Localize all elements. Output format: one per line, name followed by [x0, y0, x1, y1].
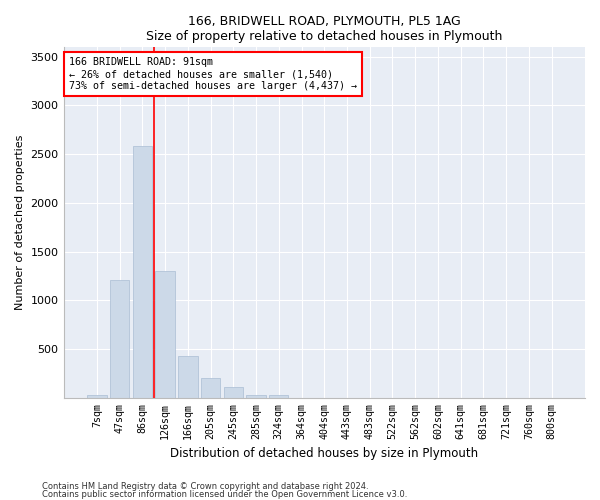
Text: 166 BRIDWELL ROAD: 91sqm
← 26% of detached houses are smaller (1,540)
73% of sem: 166 BRIDWELL ROAD: 91sqm ← 26% of detach… — [69, 58, 357, 90]
Text: Contains HM Land Registry data © Crown copyright and database right 2024.: Contains HM Land Registry data © Crown c… — [42, 482, 368, 491]
X-axis label: Distribution of detached houses by size in Plymouth: Distribution of detached houses by size … — [170, 447, 478, 460]
Text: Contains public sector information licensed under the Open Government Licence v3: Contains public sector information licen… — [42, 490, 407, 499]
Bar — [87, 395, 107, 398]
Bar — [110, 280, 130, 398]
Bar — [133, 146, 152, 398]
Bar — [269, 395, 289, 398]
Bar — [224, 387, 243, 398]
Bar — [201, 378, 220, 398]
Y-axis label: Number of detached properties: Number of detached properties — [15, 134, 25, 310]
Bar — [247, 395, 266, 398]
Bar — [155, 271, 175, 398]
Title: 166, BRIDWELL ROAD, PLYMOUTH, PL5 1AG
Size of property relative to detached hous: 166, BRIDWELL ROAD, PLYMOUTH, PL5 1AG Si… — [146, 15, 502, 43]
Bar — [178, 356, 197, 398]
